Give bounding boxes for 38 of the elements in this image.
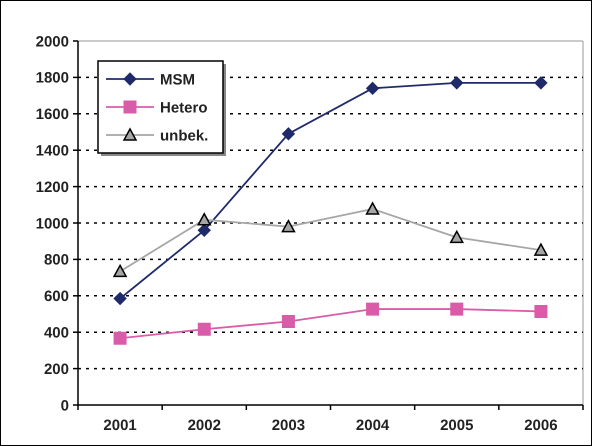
point: [534, 304, 548, 318]
y-tick-label: 400: [44, 324, 69, 342]
point: [450, 76, 464, 90]
point: [366, 302, 380, 316]
y-tick-label: 1200: [36, 178, 69, 196]
point: [534, 243, 548, 256]
y-tick-label: 600: [44, 288, 69, 306]
point: [113, 264, 127, 278]
legend-label: Hetero: [160, 99, 208, 116]
y-tick-label: 2000: [36, 33, 69, 50]
y-tick-label: 0: [60, 397, 69, 414]
point: [198, 322, 211, 336]
point: [282, 220, 296, 232]
point: [114, 292, 127, 306]
point: [198, 212, 211, 226]
y-tick-label: 1800: [36, 70, 69, 87]
y-tick-label: 200: [44, 360, 69, 378]
x-tick-label: 2004: [356, 417, 390, 434]
x-tick-label: 2002: [188, 417, 221, 434]
point: [198, 224, 211, 237]
y-tick-label: 1400: [36, 142, 69, 160]
point: [450, 302, 464, 316]
point: [366, 202, 380, 215]
point: [450, 230, 464, 244]
point: [282, 127, 295, 140]
point: [366, 82, 380, 95]
point: [114, 332, 127, 345]
x-tick-label: 2001: [103, 417, 137, 434]
x-tick-label: 2005: [440, 417, 474, 434]
point: [282, 314, 295, 328]
point: [534, 76, 548, 90]
legend-label: unbek.: [160, 127, 208, 144]
y-tick-label: 800: [44, 252, 69, 269]
y-tick-label: 1600: [36, 106, 69, 124]
x-tick-label: 2006: [524, 417, 558, 434]
x-tick-label: 2003: [272, 417, 306, 434]
y-tick-label: 1000: [36, 215, 69, 232]
legend-label: MSM: [160, 71, 195, 88]
